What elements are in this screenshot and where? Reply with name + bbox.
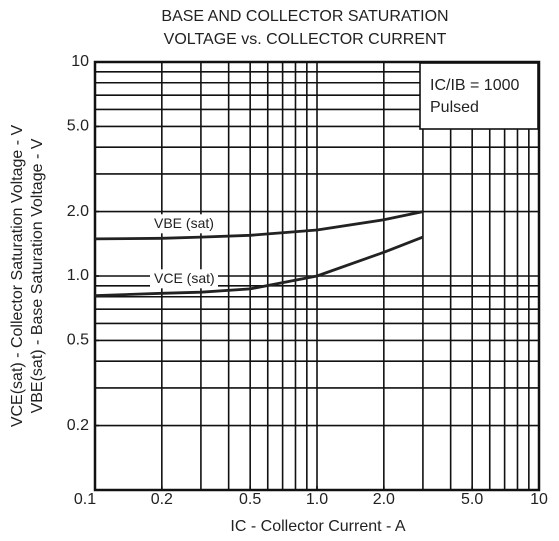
x-tick-label: 10 <box>530 491 548 508</box>
y-tick-label: 1.0 <box>67 267 89 284</box>
label-bg <box>150 214 218 234</box>
y-tick-label: 0.2 <box>67 417 89 434</box>
y-tick-label: 2.0 <box>67 203 89 220</box>
x-axis-label: IC - Collector Current - A <box>230 518 405 535</box>
y-tick-label: 10 <box>71 53 89 70</box>
label-bg <box>150 269 218 289</box>
x-tick-label: 2.0 <box>373 491 395 508</box>
x-tick-label: 0.1 <box>74 491 96 508</box>
x-tick-label: 0.5 <box>239 491 261 508</box>
annotation-box <box>419 62 539 130</box>
chart-title: VOLTAGE vs. COLLECTOR CURRENT <box>164 31 447 48</box>
y-tick-label: 0.5 <box>67 332 89 349</box>
series-line <box>94 210 424 241</box>
annotation: IC/IB = 1000 <box>430 77 519 94</box>
x-tick-label: 1.0 <box>306 491 328 508</box>
series-label: VBE (sat) <box>154 215 214 231</box>
series-label: VCE (sat) <box>154 270 215 286</box>
series-line <box>94 235 424 297</box>
y-tick-label: 5.0 <box>67 118 89 135</box>
y-axis-label: VCE(sat) - Collector Saturation Voltage … <box>9 125 26 428</box>
x-tick-label: 5.0 <box>461 491 483 508</box>
annotation: Pulsed <box>430 99 479 116</box>
x-tick-label: 0.2 <box>151 491 173 508</box>
chart-title: BASE AND COLLECTOR SATURATION <box>161 8 448 25</box>
y-axis-label: VBE(sat) - Base Saturation Voltage - V <box>29 138 46 413</box>
